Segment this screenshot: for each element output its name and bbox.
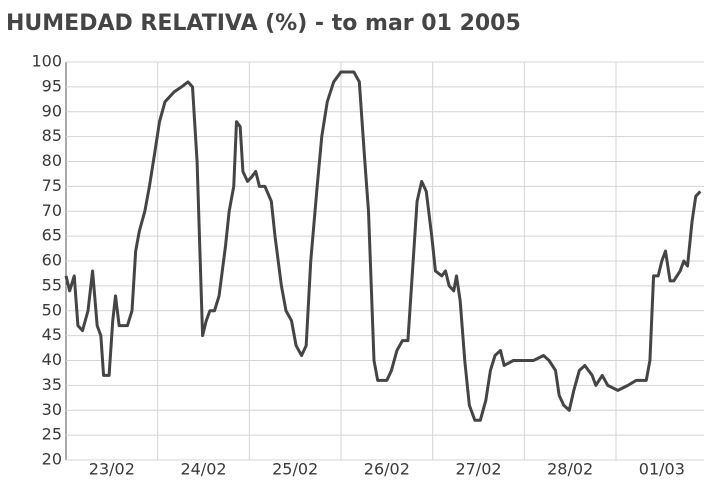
x-tick-label: 26/02 xyxy=(364,460,410,479)
y-tick-label: 20 xyxy=(42,450,62,469)
data-line xyxy=(64,70,702,422)
x-tick-label: 23/02 xyxy=(89,460,135,479)
x-tick-label: 25/02 xyxy=(272,460,318,479)
y-tick-label: 70 xyxy=(42,201,62,220)
chart-title: HUMEDAD RELATIVA (%) - to mar 01 2005 xyxy=(6,11,521,36)
y-tick-label: 50 xyxy=(42,300,62,319)
y-tick-label: 55 xyxy=(42,275,62,294)
y-tick-label: 90 xyxy=(42,101,62,120)
y-tick-label: 40 xyxy=(42,350,62,369)
y-tick-label: 30 xyxy=(42,400,62,419)
x-tick-label: 01/03 xyxy=(639,460,685,479)
x-tick-label: 27/02 xyxy=(455,460,501,479)
y-tick-label: 100 xyxy=(31,52,62,71)
y-tick-label: 65 xyxy=(42,226,62,245)
y-tick-label: 85 xyxy=(42,126,62,145)
x-tick-label: 24/02 xyxy=(180,460,226,479)
y-tick-label: 45 xyxy=(42,325,62,344)
x-tick-label: 28/02 xyxy=(547,460,593,479)
y-tick-label: 60 xyxy=(42,251,62,270)
y-tick-label: 80 xyxy=(42,151,62,170)
y-tick-label: 25 xyxy=(42,425,62,444)
y-tick-label: 35 xyxy=(42,375,62,394)
y-tick-label: 75 xyxy=(42,176,62,195)
y-tick-label: 95 xyxy=(42,76,62,95)
